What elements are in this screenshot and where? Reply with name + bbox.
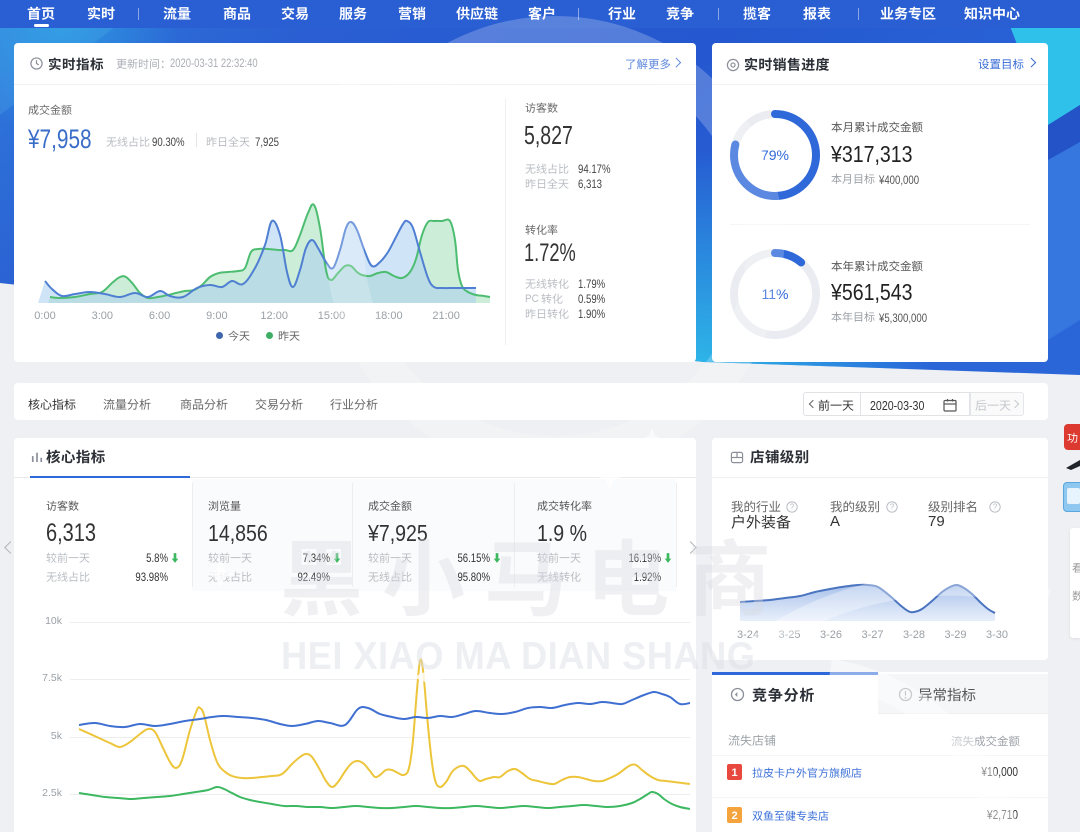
svg-text:?: ? bbox=[993, 503, 998, 512]
svg-text:?: ? bbox=[790, 503, 795, 512]
svg-text:?: ? bbox=[890, 503, 895, 512]
